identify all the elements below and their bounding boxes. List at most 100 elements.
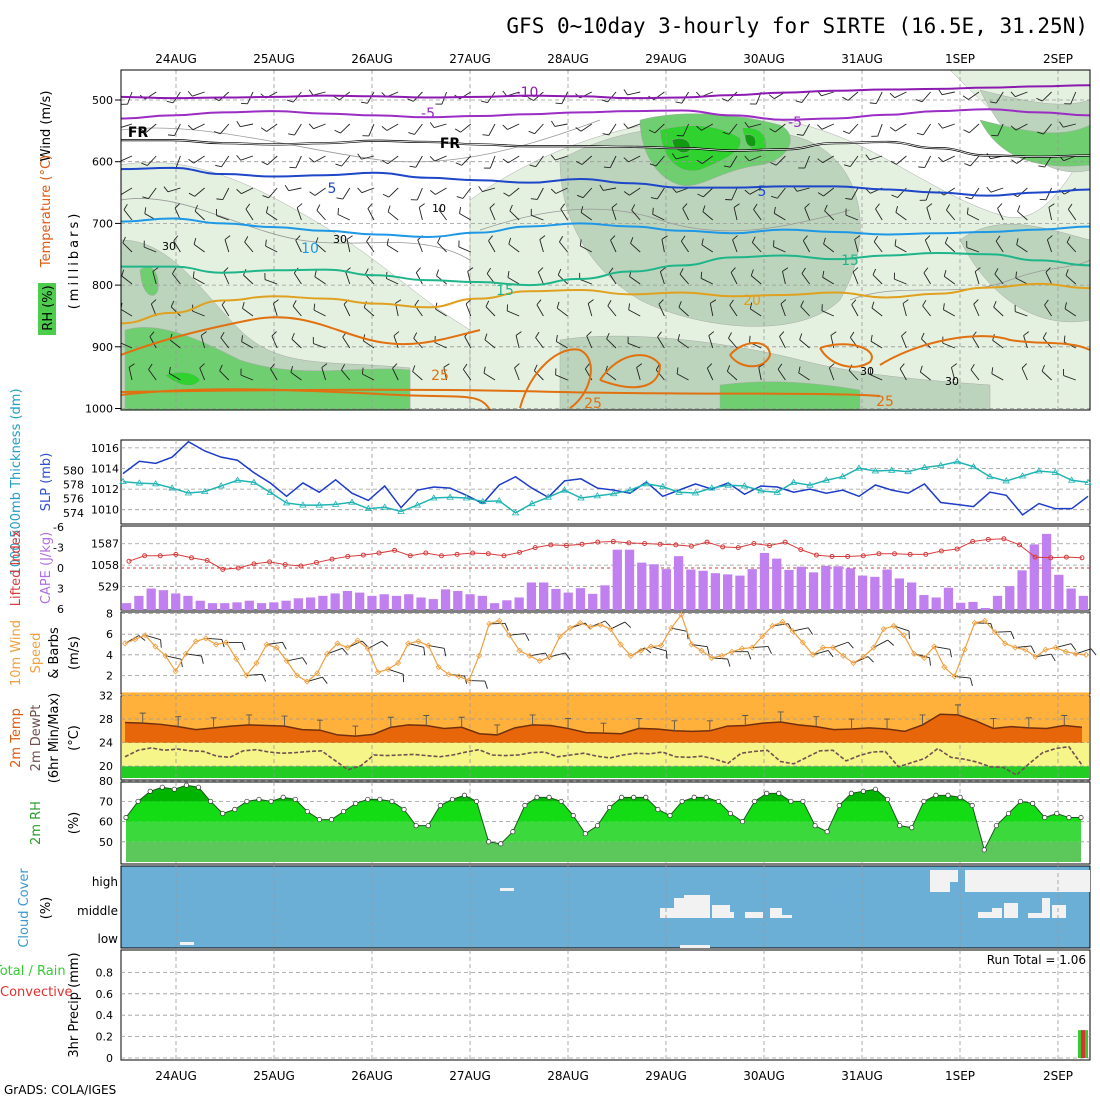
upper-air-wind-barb-flag <box>1066 236 1071 243</box>
upper-air-wind-barb <box>220 337 230 349</box>
isotherm--5 <box>121 108 1090 121</box>
top-date-label: 30AUG <box>743 52 785 66</box>
upper-air-wind-barb-flag <box>188 192 195 197</box>
upper-air-wind-barb <box>852 271 859 285</box>
rh-legend-swatch <box>38 283 56 335</box>
upper-air-frame <box>120 69 1091 411</box>
wind10m-barb-flag <box>241 642 246 651</box>
upper-air-wind-barb <box>749 187 762 195</box>
upper-air-wind-barb <box>313 155 326 163</box>
upper-air-wind-barb <box>580 212 593 221</box>
upper-air-wind-barb <box>175 155 181 169</box>
wind10m-marker <box>172 668 179 675</box>
upper-air-wind-barb-flag <box>801 267 806 274</box>
upper-air-wind-barb <box>630 242 641 253</box>
cape-bar <box>440 589 451 610</box>
isotherm-25 <box>599 354 662 389</box>
wind10m-barb <box>367 640 383 650</box>
upper-air-wind-barb <box>296 207 302 221</box>
cape-bar <box>956 602 966 610</box>
temp-max-whisker <box>919 714 926 725</box>
cape-bar <box>723 574 733 610</box>
upper-air-wind-barb-flag <box>749 302 753 310</box>
upper-air-wind-barb <box>823 187 835 197</box>
upper-air-wind-barb <box>851 304 859 317</box>
upper-air-wind-barb <box>245 208 254 221</box>
upper-air-wind-barb <box>342 336 351 349</box>
upper-air-wind-barb-flag <box>286 99 294 103</box>
rh-marker <box>727 810 733 817</box>
thickness-marker <box>904 467 912 475</box>
upper-air-wind-barb-flag <box>701 238 704 246</box>
rh-marker <box>377 796 383 802</box>
upper-air-wind-barb-flag <box>316 204 321 211</box>
wind10m-barb <box>812 649 829 656</box>
upper-air-wind-barb <box>894 278 907 285</box>
upper-air-wind-barb <box>223 271 230 285</box>
upper-air-wind-barb <box>219 123 230 135</box>
upper-air-wind-barb <box>899 368 907 381</box>
wind10m-barb <box>934 646 951 650</box>
cape-bar <box>367 595 377 610</box>
cape-bars <box>122 533 1088 610</box>
upper-air-wind-barb-flag <box>214 131 221 135</box>
wind10m-barb-flag <box>867 656 874 663</box>
upper-air-wind-barb <box>560 208 568 221</box>
upper-air-wind-barb <box>582 187 593 198</box>
upper-air-wind-barb-flag <box>869 102 877 105</box>
upper-air-wind-barb-flag <box>601 99 608 103</box>
upper-air-wind-barb <box>465 303 472 317</box>
thickness-marker <box>724 481 732 488</box>
upper-air-wind-barb-flag <box>220 331 225 338</box>
upper-air-wind-barb-flag <box>852 267 859 273</box>
upper-air-wind-barb-flag <box>128 363 135 368</box>
dewpoint-line <box>124 745 1083 777</box>
upper-air-wind-barb <box>1045 272 1053 285</box>
cape-bar <box>551 588 561 610</box>
rh-marker <box>788 798 794 804</box>
thickness-marker <box>528 499 536 507</box>
rh-region <box>719 381 861 410</box>
upper-air-wind-barb <box>799 339 810 349</box>
cloud-cell <box>992 908 1002 918</box>
temp-max-whisker <box>565 717 572 729</box>
upper-air-wind-barb <box>628 309 641 317</box>
upper-air-wind-barb-flag <box>623 123 629 129</box>
upper-air-wind-barb-flag <box>341 364 346 371</box>
upper-air-wind-barb-flag <box>744 155 750 162</box>
rh-marker <box>981 847 987 853</box>
upper-air-wind-barb <box>462 369 472 381</box>
lifted-index-marker <box>704 539 710 545</box>
wind10m-barb <box>387 668 404 675</box>
wind10m-barb-flag <box>322 676 328 684</box>
upper-air-wind-barb <box>464 336 472 349</box>
cloud-cell <box>770 908 782 918</box>
thickness-marker <box>969 462 978 470</box>
li-tick-label: -6 <box>53 521 64 534</box>
lifted-index-marker <box>282 562 288 568</box>
upper-air-wind-barb <box>121 187 133 196</box>
upper-air-wind-barb <box>292 305 302 317</box>
top-date-label: 24AUG <box>155 52 197 66</box>
cape-tick-label: 529 <box>98 581 119 594</box>
upper-air-wind-barb <box>824 210 835 221</box>
upper-air-wind-barb <box>587 303 593 317</box>
lifted-index-marker <box>735 545 741 551</box>
upper-air-wind-barb-flag <box>1017 205 1021 212</box>
lifted-index-marker <box>532 545 538 551</box>
upper-air-wind-barb-flag <box>308 157 315 163</box>
bottom-date-label: 29AUG <box>645 1069 687 1083</box>
upper-air-wind-barb <box>554 123 568 127</box>
upper-air-wind-barb-flag <box>938 88 943 95</box>
precip-tick-label: 0 <box>106 1052 113 1065</box>
upper-air-wind-barb-flag <box>288 133 295 136</box>
rh-tick-label: 60 <box>99 816 113 829</box>
cape-bar <box>968 601 978 610</box>
lifted-index-marker <box>938 548 944 554</box>
wind10m-label-line3: & Barbs <box>47 627 62 679</box>
wind10m-marker <box>769 622 776 630</box>
upper-air-wind-barb-flag <box>187 90 193 97</box>
isotherm-25 <box>879 335 1090 366</box>
upper-air-wind-barb <box>313 309 326 317</box>
